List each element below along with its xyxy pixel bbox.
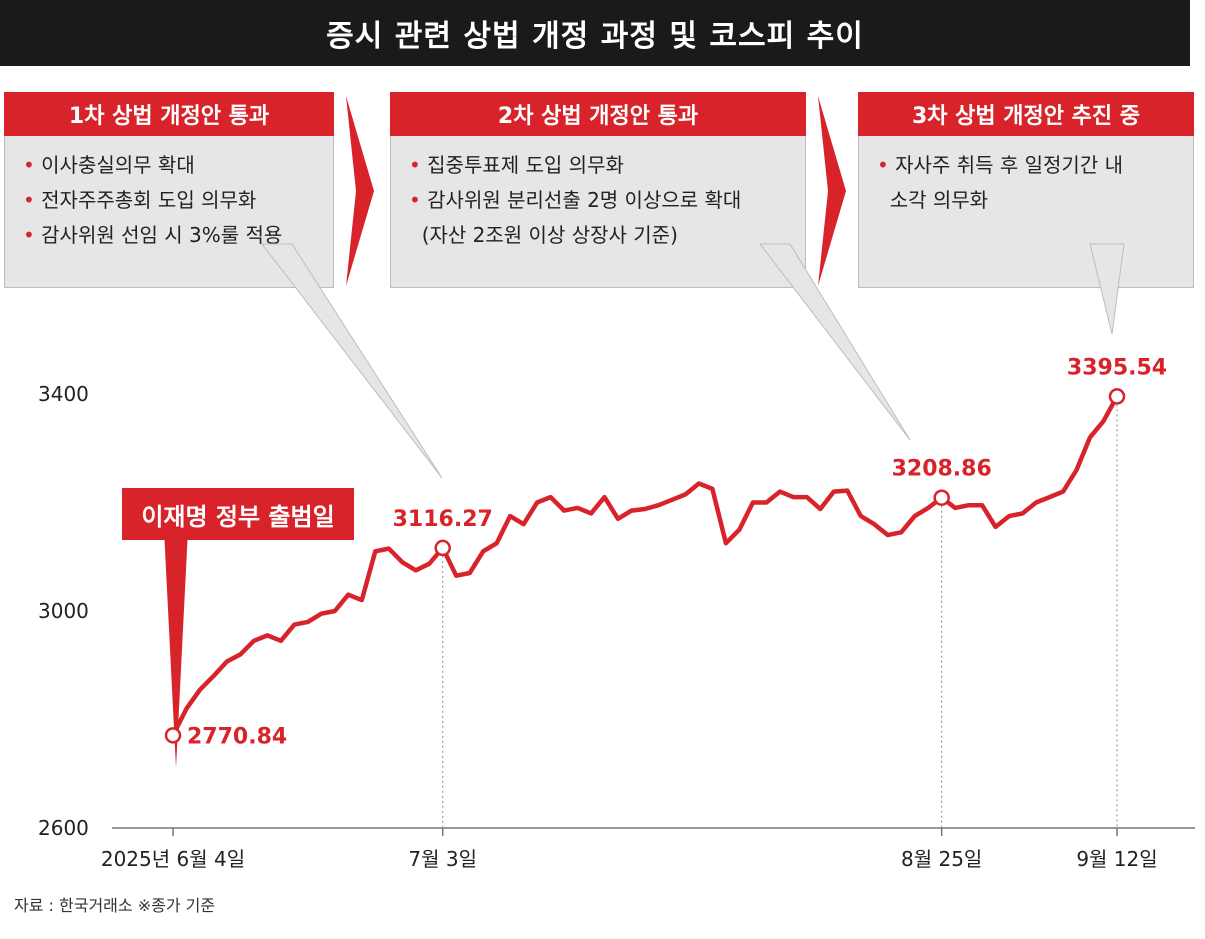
chevron-right-icon bbox=[346, 96, 374, 286]
x-tick-label: 2025년 6월 4일 bbox=[101, 847, 245, 871]
x-tick-label: 7월 3일 bbox=[408, 847, 477, 871]
callout-head: 2차 상법 개정안 통과 bbox=[390, 92, 806, 136]
source-note: 자료 : 한국거래소 ※종가 기준 bbox=[14, 896, 216, 915]
chart-title: 증시 관련 상법 개정 과정 및 코스피 추이 bbox=[0, 0, 1190, 66]
callout-second-amendment: 2차 상법 개정안 통과 • 집중투표제 도입 의무화 • 감사위원 분리선출 … bbox=[390, 92, 806, 288]
data-point-marker bbox=[933, 489, 950, 506]
data-label: 2770.84 bbox=[187, 724, 287, 749]
callout-pointer bbox=[758, 243, 911, 441]
callout-item: • 이사충실의무 확대 bbox=[23, 153, 195, 177]
data-point-marker bbox=[1108, 388, 1126, 405]
callout-body: • 자사주 취득 후 일정기간 내 소각 의무화 bbox=[858, 136, 1194, 288]
series-line bbox=[170, 394, 1120, 738]
callout-head: 1차 상법 개정안 통과 bbox=[4, 92, 334, 136]
callout-item: • 집중투표제 도입 의무화 bbox=[409, 153, 624, 177]
callout-body: • 집중투표제 도입 의무화 • 감사위원 분리선출 2명 이상으로 확대 (자… bbox=[390, 136, 806, 288]
data-point-marker bbox=[164, 727, 182, 744]
x-tick-label: 9월 12일 bbox=[1076, 847, 1157, 871]
x-tick-label: 8월 25일 bbox=[901, 847, 982, 871]
y-tick-label: 2600 bbox=[38, 816, 89, 840]
data-label: 3116.27 bbox=[393, 507, 493, 532]
callout-item: • 감사위원 선임 시 3%룰 적용 bbox=[23, 223, 283, 247]
event-label: 이재명 정부 출범일 bbox=[122, 488, 354, 540]
data-point-marker bbox=[434, 539, 451, 557]
callout-pointer bbox=[260, 243, 443, 479]
y-tick-label: 3400 bbox=[38, 382, 89, 406]
y-tick-label: 3000 bbox=[38, 599, 89, 623]
data-label: 3395.54 bbox=[1067, 355, 1167, 380]
callout-pointer bbox=[1089, 243, 1125, 335]
callout-third-amendment: 3차 상법 개정안 추진 중 • 자사주 취득 후 일정기간 내 소각 의무화 bbox=[858, 92, 1194, 288]
event-pointer bbox=[164, 530, 188, 768]
callout-item: • 전자주주총회 도입 의무화 bbox=[23, 188, 257, 212]
callout-head: 3차 상법 개정안 추진 중 bbox=[858, 92, 1194, 136]
callout-item: 소각 의무화 bbox=[889, 188, 989, 212]
chevron-right-icon bbox=[818, 96, 846, 286]
callout-item: • 감사위원 분리선출 2명 이상으로 확대 bbox=[409, 188, 742, 212]
data-label: 3208.86 bbox=[892, 457, 992, 482]
callout-item: • 자사주 취득 후 일정기간 내 bbox=[877, 153, 1123, 177]
callout-item: (자산 2조원 이상 상장사 기준) bbox=[421, 223, 678, 247]
